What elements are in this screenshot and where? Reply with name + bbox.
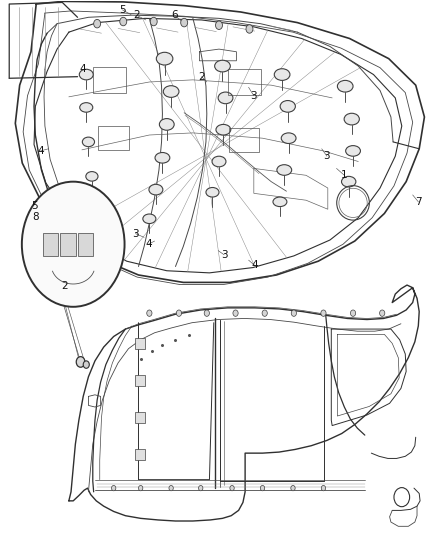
Text: 4: 4	[37, 146, 44, 156]
Bar	[228, 69, 261, 95]
Circle shape	[147, 310, 152, 317]
Ellipse shape	[159, 118, 174, 130]
Text: 8: 8	[32, 212, 39, 222]
Ellipse shape	[218, 92, 233, 104]
Circle shape	[321, 310, 326, 317]
Circle shape	[76, 357, 85, 367]
Ellipse shape	[215, 60, 230, 72]
Circle shape	[291, 486, 295, 491]
Circle shape	[230, 486, 234, 491]
Ellipse shape	[80, 103, 93, 112]
Ellipse shape	[346, 146, 360, 156]
Text: 5: 5	[119, 5, 126, 15]
Circle shape	[138, 486, 143, 491]
Ellipse shape	[156, 52, 173, 65]
Ellipse shape	[216, 124, 231, 135]
Bar	[134, 413, 145, 423]
Ellipse shape	[82, 137, 95, 147]
Text: 3: 3	[251, 91, 257, 101]
Circle shape	[380, 310, 385, 317]
Text: 2: 2	[61, 280, 68, 290]
Text: 4: 4	[251, 261, 258, 270]
Text: 3: 3	[132, 229, 139, 239]
Bar	[99, 126, 129, 150]
Circle shape	[262, 310, 267, 317]
Text: 2: 2	[198, 71, 205, 82]
Bar	[134, 449, 145, 460]
Ellipse shape	[163, 86, 179, 98]
Circle shape	[260, 486, 265, 491]
Ellipse shape	[212, 156, 226, 167]
Circle shape	[181, 18, 187, 27]
Ellipse shape	[344, 114, 359, 125]
Circle shape	[246, 25, 253, 33]
Ellipse shape	[206, 188, 219, 197]
Bar	[78, 232, 93, 256]
Ellipse shape	[280, 101, 295, 112]
Ellipse shape	[273, 197, 287, 207]
Circle shape	[204, 310, 209, 317]
Ellipse shape	[79, 69, 93, 80]
Ellipse shape	[281, 133, 296, 143]
Circle shape	[22, 182, 124, 307]
Ellipse shape	[274, 69, 290, 80]
Circle shape	[291, 310, 297, 317]
Text: 5: 5	[31, 200, 37, 211]
Ellipse shape	[86, 172, 98, 181]
Ellipse shape	[89, 203, 101, 212]
Bar	[93, 67, 126, 93]
Circle shape	[94, 19, 101, 28]
Text: 4: 4	[145, 239, 152, 249]
Text: 2: 2	[133, 10, 140, 20]
Circle shape	[83, 361, 89, 368]
Ellipse shape	[277, 165, 292, 175]
Bar	[134, 375, 145, 386]
Ellipse shape	[155, 152, 170, 163]
Text: 6: 6	[171, 10, 178, 20]
Ellipse shape	[143, 214, 156, 223]
Bar	[43, 232, 58, 256]
Circle shape	[150, 17, 157, 26]
Text: 4: 4	[80, 64, 87, 74]
Circle shape	[198, 486, 203, 491]
Circle shape	[215, 21, 223, 29]
Ellipse shape	[337, 80, 353, 92]
Circle shape	[321, 486, 325, 491]
Text: 7: 7	[415, 197, 422, 207]
Bar	[134, 338, 145, 349]
Text: 3: 3	[221, 250, 227, 260]
Text: 3: 3	[324, 151, 330, 161]
Circle shape	[120, 17, 127, 26]
Circle shape	[350, 310, 356, 317]
Ellipse shape	[149, 184, 163, 195]
Ellipse shape	[342, 176, 356, 187]
Bar	[60, 232, 76, 256]
Circle shape	[233, 310, 238, 317]
Text: 1: 1	[341, 171, 348, 180]
Circle shape	[177, 310, 182, 317]
Bar	[229, 128, 259, 152]
Circle shape	[112, 486, 116, 491]
Circle shape	[169, 486, 173, 491]
